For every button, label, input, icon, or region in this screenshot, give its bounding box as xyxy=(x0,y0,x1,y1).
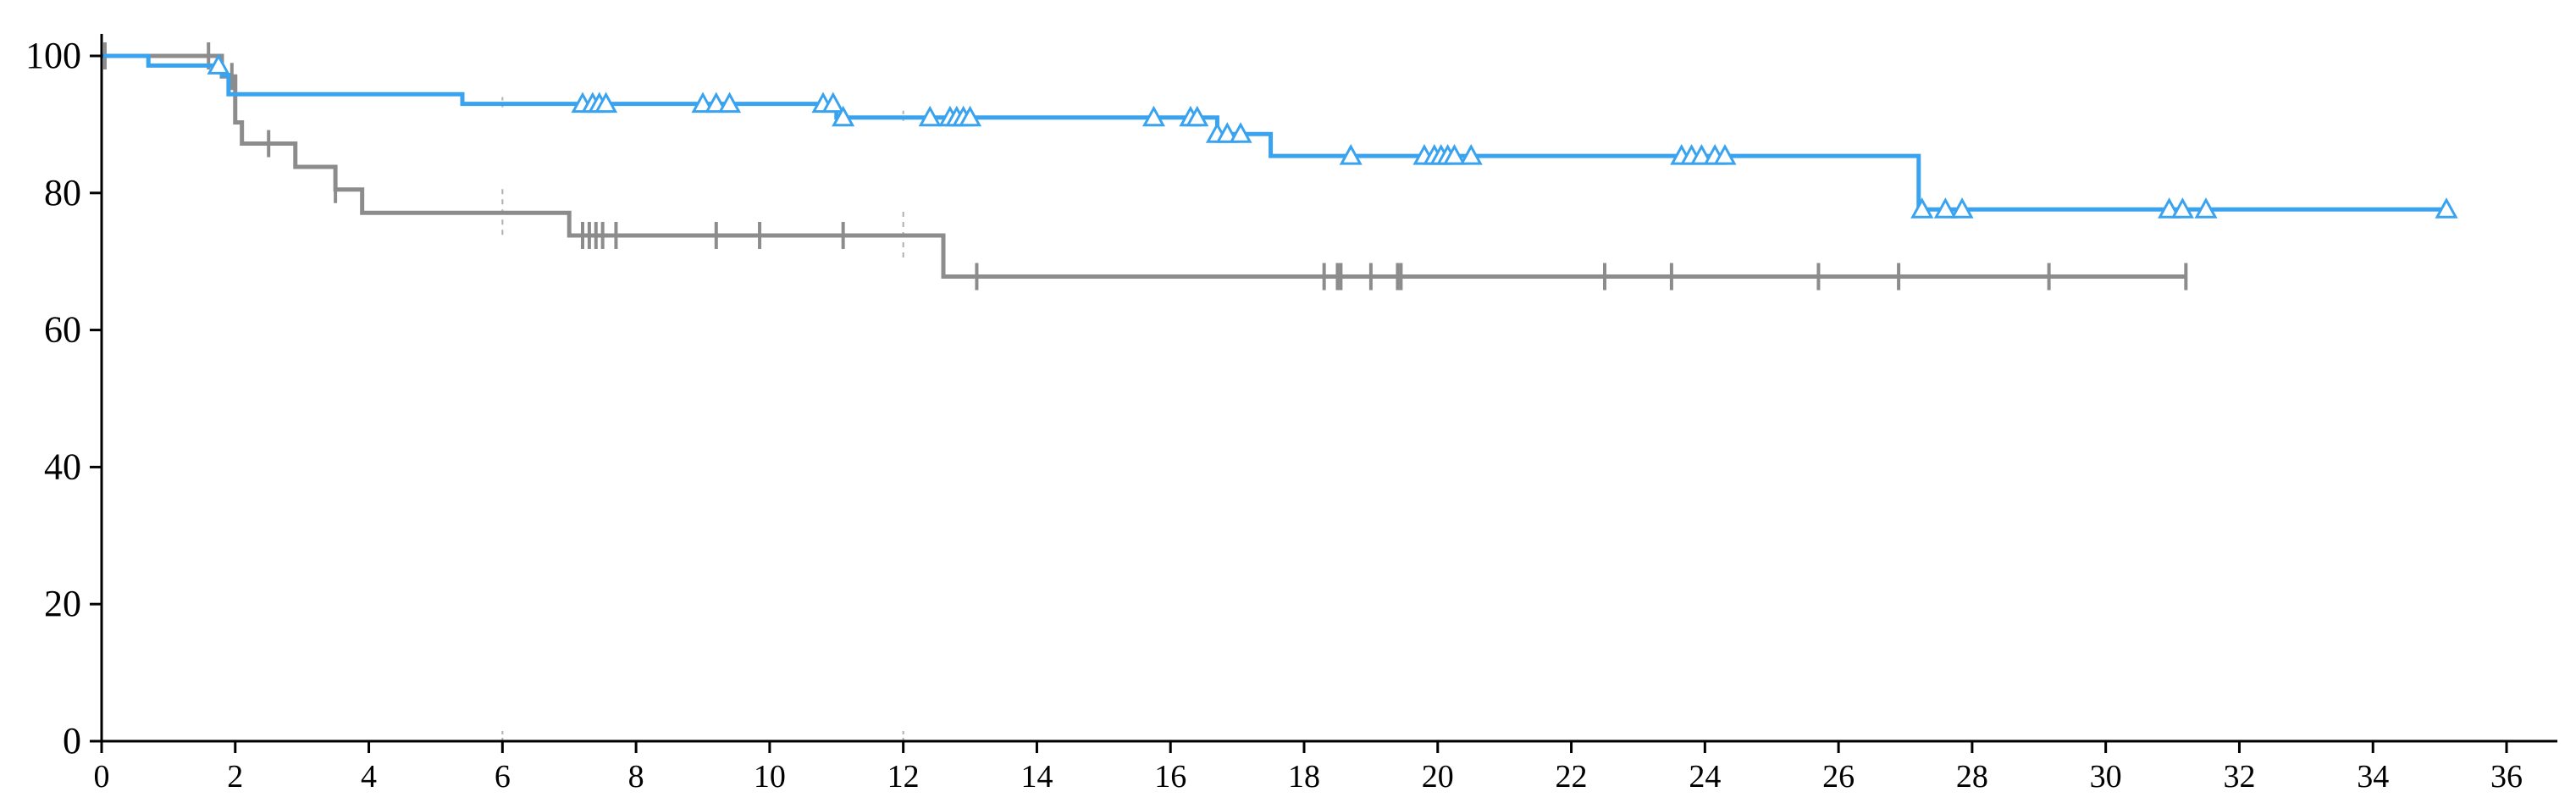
axes: 0 2 4 6 8 10 12 14 16 18 20 22 24 26 28 30 32 34 360204060… xyxy=(25,34,2557,795)
x-tick-label: 34 xyxy=(2357,759,2389,795)
censor-triangle xyxy=(821,91,845,114)
x-tick-label: 16 xyxy=(1154,759,1186,795)
censor-triangle xyxy=(691,91,715,114)
x-tick-label: 30 xyxy=(2090,759,2122,795)
censor-triangle xyxy=(1910,197,1934,219)
y-tick-label: 20 xyxy=(44,583,81,624)
x-tick-label: 14 xyxy=(1020,759,1053,795)
censor-triangle xyxy=(594,91,618,114)
x-tick-label: 28 xyxy=(1956,759,1988,795)
censor-triangle xyxy=(2194,197,2218,219)
censor-triangle xyxy=(1339,144,1363,165)
censor-triangle xyxy=(207,53,230,75)
censor-triangle xyxy=(1689,144,1713,165)
x-tick-label: 32 xyxy=(2223,759,2255,795)
x-tick-label: 6 xyxy=(495,759,511,795)
censor-triangle xyxy=(1229,122,1252,143)
censor-triangle xyxy=(1950,197,1974,219)
censor-triangle xyxy=(1933,197,1957,219)
series-line-grey xyxy=(102,53,2186,279)
x-tick-label: 8 xyxy=(628,759,644,795)
censor-triangle xyxy=(1186,105,1209,127)
x-tick-label: 12 xyxy=(887,759,920,795)
x-tick-label: 10 xyxy=(754,759,786,795)
series-line-blue xyxy=(102,53,2446,212)
x-tick-label: 22 xyxy=(1556,759,1588,795)
series-layer xyxy=(102,42,2458,291)
y-tick-label: 40 xyxy=(44,446,81,487)
y-tick-label: 80 xyxy=(44,172,81,213)
x-tick-label: 18 xyxy=(1288,759,1320,795)
x-tick-label: 4 xyxy=(361,759,377,795)
censor-triangle xyxy=(959,105,982,127)
censor-triangle xyxy=(918,105,942,127)
x-tick-label: 0 xyxy=(94,759,110,795)
y-tick-label: 0 xyxy=(63,720,81,761)
censor-triangle xyxy=(1442,144,1467,165)
censor-triangle xyxy=(2170,197,2194,219)
y-tick-label: 100 xyxy=(25,35,81,76)
censor-triangle xyxy=(832,105,855,127)
x-tick-label: 2 xyxy=(227,759,243,795)
censor-triangle xyxy=(2158,197,2181,219)
censor-triangle xyxy=(1142,105,1166,127)
censor-triangle xyxy=(1713,144,1737,165)
x-tick-label: 36 xyxy=(2490,759,2523,795)
x-tick-label: 20 xyxy=(1422,759,1454,795)
y-tick-label: 60 xyxy=(44,309,81,351)
censor-triangle xyxy=(1215,122,1239,143)
censor-triangle xyxy=(1459,144,1483,165)
censor-triangle xyxy=(705,91,728,114)
x-tick-label: 24 xyxy=(1689,759,1721,795)
reference-lines xyxy=(501,97,904,741)
censor-triangle xyxy=(718,91,742,114)
censor-triangle xyxy=(2435,197,2458,219)
x-tick-label: 26 xyxy=(1822,759,1855,795)
